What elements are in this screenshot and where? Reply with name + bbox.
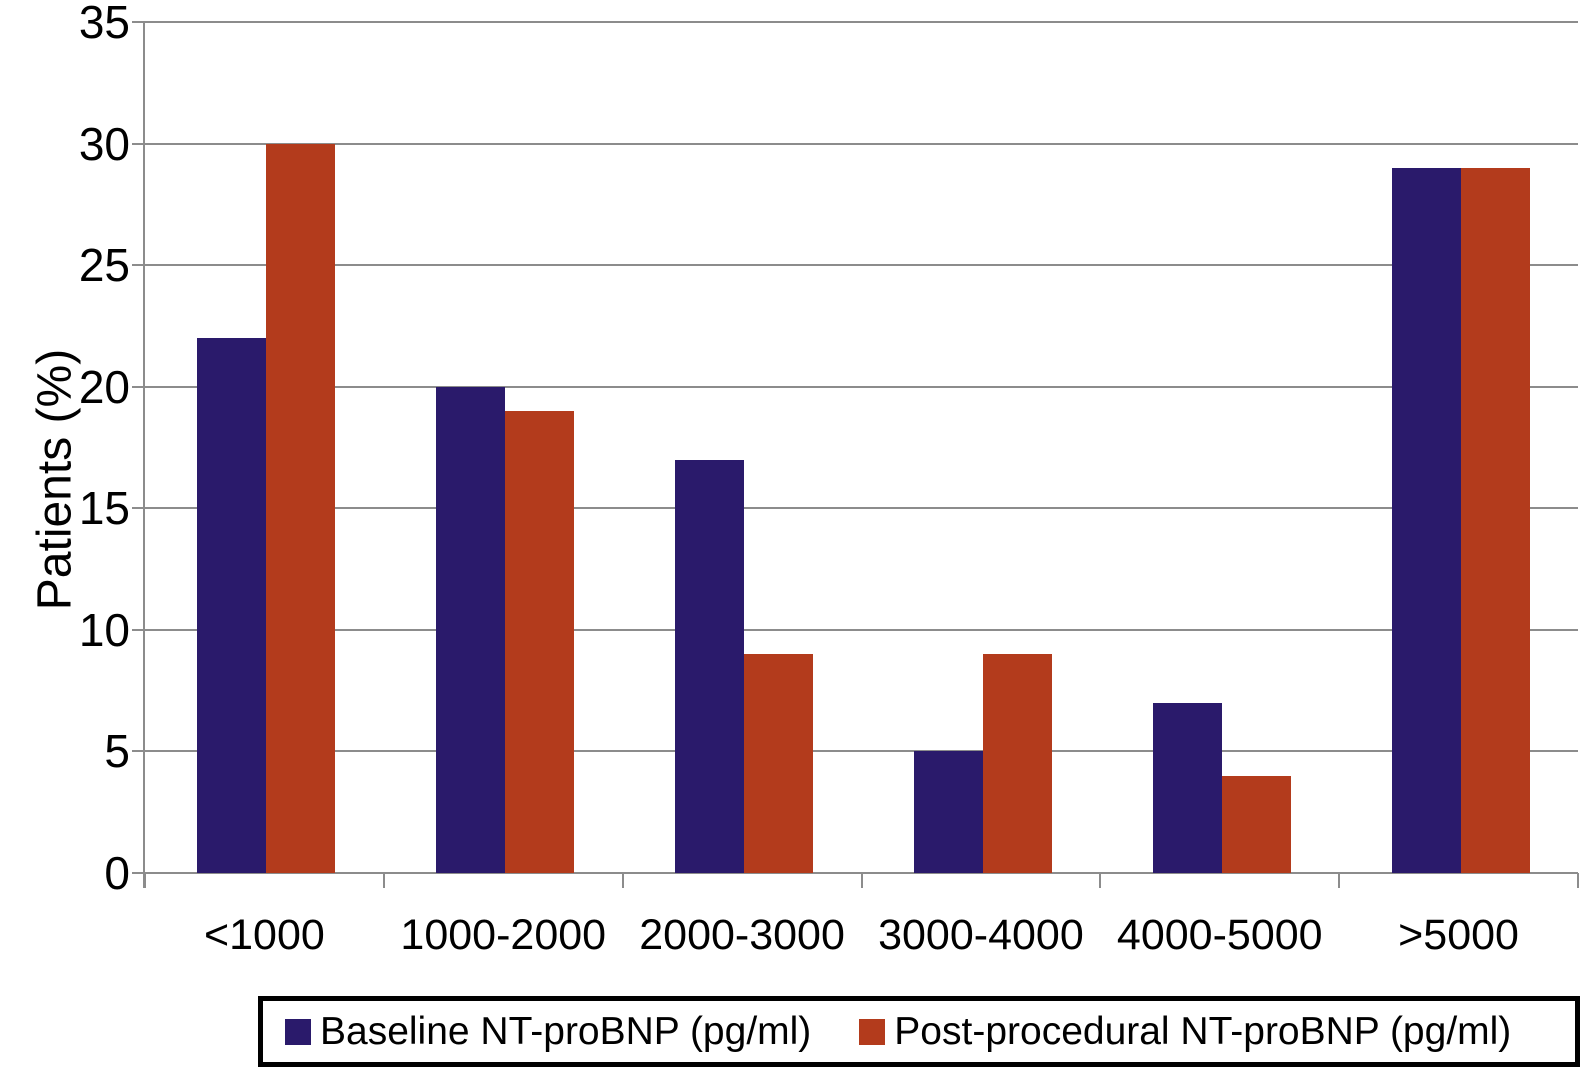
gridline-y-35 xyxy=(145,21,1578,23)
y-tick-label-25: 25 xyxy=(78,239,130,292)
bar-baseline->5000 xyxy=(1391,167,1461,873)
bar-post-procedural-<1000 xyxy=(266,143,336,873)
x-tick-5 xyxy=(1338,873,1341,888)
y-tick-5 xyxy=(132,750,145,753)
y-tick-label-5: 5 xyxy=(104,725,130,778)
bar-post-procedural-3000-4000 xyxy=(982,654,1052,873)
y-tick-label-20: 20 xyxy=(78,360,130,413)
gridline-y-15 xyxy=(145,507,1578,510)
y-axis-line xyxy=(143,22,145,888)
x-tick-6 xyxy=(1577,873,1579,888)
y-tick-label-0: 0 xyxy=(104,847,130,899)
y-tick-label-35: 35 xyxy=(78,0,130,48)
x-tick-3 xyxy=(860,873,863,888)
bar-baseline-<1000 xyxy=(197,338,267,873)
gridline-y-25 xyxy=(145,264,1578,267)
x-category-label-1000-2000: 1000-2000 xyxy=(400,911,607,959)
bar-baseline-4000-5000 xyxy=(1152,702,1222,873)
legend-item-baseline: Baseline NT-proBNP (pg/ml) xyxy=(285,1010,811,1054)
legend-label: Baseline NT-proBNP (pg/ml) xyxy=(320,1009,812,1053)
x-tick-0 xyxy=(144,873,146,888)
y-tick-15 xyxy=(132,507,145,510)
y-tick-label-15: 15 xyxy=(78,482,130,535)
gridline-y-10 xyxy=(145,628,1578,631)
bar-baseline-1000-2000 xyxy=(436,386,506,873)
y-tick-0 xyxy=(132,872,145,874)
bar-post-procedural->5000 xyxy=(1460,167,1530,873)
gridline-y-5 xyxy=(145,750,1578,753)
bar-post-procedural-1000-2000 xyxy=(505,411,575,873)
y-tick-30 xyxy=(132,142,145,145)
x-category-label->5000: >5000 xyxy=(1398,911,1519,959)
legend-swatch-icon xyxy=(859,1018,886,1045)
y-tick-20 xyxy=(132,385,145,388)
bar-baseline-3000-4000 xyxy=(913,751,983,873)
x-category-label-3000-4000: 3000-4000 xyxy=(878,911,1084,959)
y-tick-label-30: 30 xyxy=(78,117,130,170)
x-category-label-2000-3000: 2000-3000 xyxy=(639,911,845,959)
bar-post-procedural-4000-5000 xyxy=(1221,775,1291,873)
x-tick-2 xyxy=(621,873,624,888)
legend: Baseline NT-proBNP (pg/ml) Post-procedura… xyxy=(258,996,1580,1067)
y-tick-35 xyxy=(132,21,145,23)
legend-label: Post-procedural NT-proBNP (pg/ml) xyxy=(894,1009,1512,1053)
y-tick-25 xyxy=(132,264,145,267)
legend-item-post-procedural: Post-procedural NT-proBNP (pg/ml) xyxy=(859,1010,1511,1054)
gridline-y-20 xyxy=(145,385,1578,388)
y-tick-10 xyxy=(132,628,145,631)
y-tick-label-10: 10 xyxy=(78,603,130,656)
x-tick-1 xyxy=(382,873,385,888)
x-category-label-<1000: <1000 xyxy=(204,911,325,959)
plot-area xyxy=(145,21,1578,874)
x-tick-4 xyxy=(1099,873,1102,888)
gridline-y-30 xyxy=(145,142,1578,145)
x-category-label-4000-5000: 4000-5000 xyxy=(1116,911,1323,959)
bar-post-procedural-2000-3000 xyxy=(744,654,814,873)
legend-swatch-icon xyxy=(285,1018,311,1045)
bar-baseline-2000-3000 xyxy=(675,459,745,873)
